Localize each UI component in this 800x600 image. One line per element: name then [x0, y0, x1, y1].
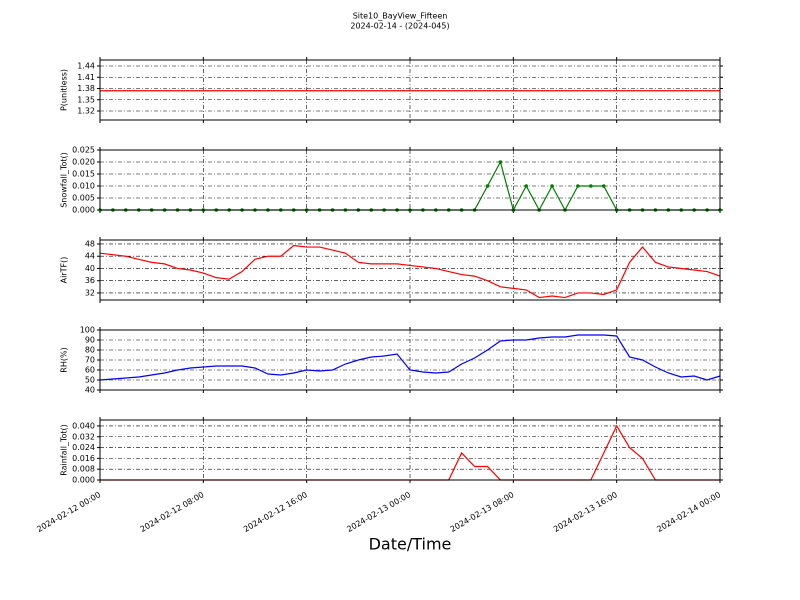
x-tick-label: 2024-02-12 08:00 — [139, 490, 206, 534]
x-tick-label: 2024-02-13 16:00 — [552, 490, 619, 534]
data-point — [576, 184, 580, 188]
data-point — [601, 184, 606, 188]
y-tick-label: 0.005 — [72, 194, 95, 203]
y-tick-label: 1.32 — [77, 107, 95, 116]
y-tick-label: 48 — [85, 239, 95, 248]
y-tick-label: 70 — [85, 356, 95, 365]
y-tick-label: 40 — [85, 264, 95, 273]
data-point — [485, 184, 490, 188]
y-axis-label: AirTF() — [60, 257, 69, 284]
chart-title: Site10_BayView_Fifteen — [353, 12, 448, 21]
x-tick-label: 2024-02-12 16:00 — [242, 490, 309, 534]
y-tick-label: 0.010 — [72, 182, 95, 191]
y-tick-label: 44 — [85, 252, 95, 261]
y-axis-label: Snowfall_Tot() — [60, 152, 69, 208]
y-tick-label: 1.44 — [77, 62, 95, 71]
y-tick-label: 1.35 — [77, 95, 95, 104]
plot-frame — [99, 329, 721, 391]
x-tick-label: 2024-02-14 00:00 — [655, 490, 722, 534]
y-tick-label: 50 — [85, 376, 95, 385]
data-point — [550, 184, 554, 188]
y-axis-label: RH(%) — [60, 347, 69, 372]
y-axis-label: P(unitless) — [60, 69, 69, 111]
data-point — [498, 160, 503, 164]
plot-frame — [99, 149, 721, 211]
data-line — [99, 334, 721, 381]
y-tick-label: 36 — [85, 276, 95, 285]
y-tick-label: 0.024 — [72, 443, 95, 452]
y-tick-label: 0.000 — [72, 206, 95, 215]
y-tick-label: 0.025 — [72, 146, 95, 155]
data-point — [589, 184, 593, 188]
y-tick-label: 60 — [85, 366, 95, 375]
y-axis-label: Rainfall_Tot() — [60, 424, 69, 476]
y-tick-label: 0.008 — [72, 465, 95, 474]
plot-frame — [99, 239, 721, 301]
x-tick-label: 2024-02-13 08:00 — [449, 490, 516, 534]
chart-subtitle: 2024-02-14 - (2024-045) — [350, 22, 449, 31]
x-tick-label: 2024-02-12 00:00 — [35, 490, 102, 534]
y-tick-label: 32 — [85, 288, 95, 297]
y-tick-label: 0.016 — [72, 454, 95, 463]
y-tick-label: 1.38 — [77, 84, 95, 93]
y-tick-label: 0.000 — [72, 476, 95, 485]
y-tick-label: 40 — [85, 386, 95, 395]
y-tick-label: 0.020 — [72, 158, 95, 167]
y-tick-label: 90 — [85, 336, 95, 345]
data-line — [99, 244, 721, 299]
x-tick-label: 2024-02-13 00:00 — [345, 490, 412, 534]
y-tick-label: 0.040 — [72, 421, 95, 430]
y-tick-label: 0.032 — [72, 432, 95, 441]
data-point — [524, 184, 529, 188]
x-axis-label: Date/Time — [369, 535, 452, 554]
plot-frame — [99, 419, 721, 481]
y-tick-label: 80 — [85, 346, 95, 355]
y-tick-label: 1.41 — [77, 73, 95, 82]
plot-frame — [99, 59, 721, 121]
y-tick-label: 100 — [80, 326, 95, 335]
y-tick-label: 0.015 — [72, 170, 95, 179]
